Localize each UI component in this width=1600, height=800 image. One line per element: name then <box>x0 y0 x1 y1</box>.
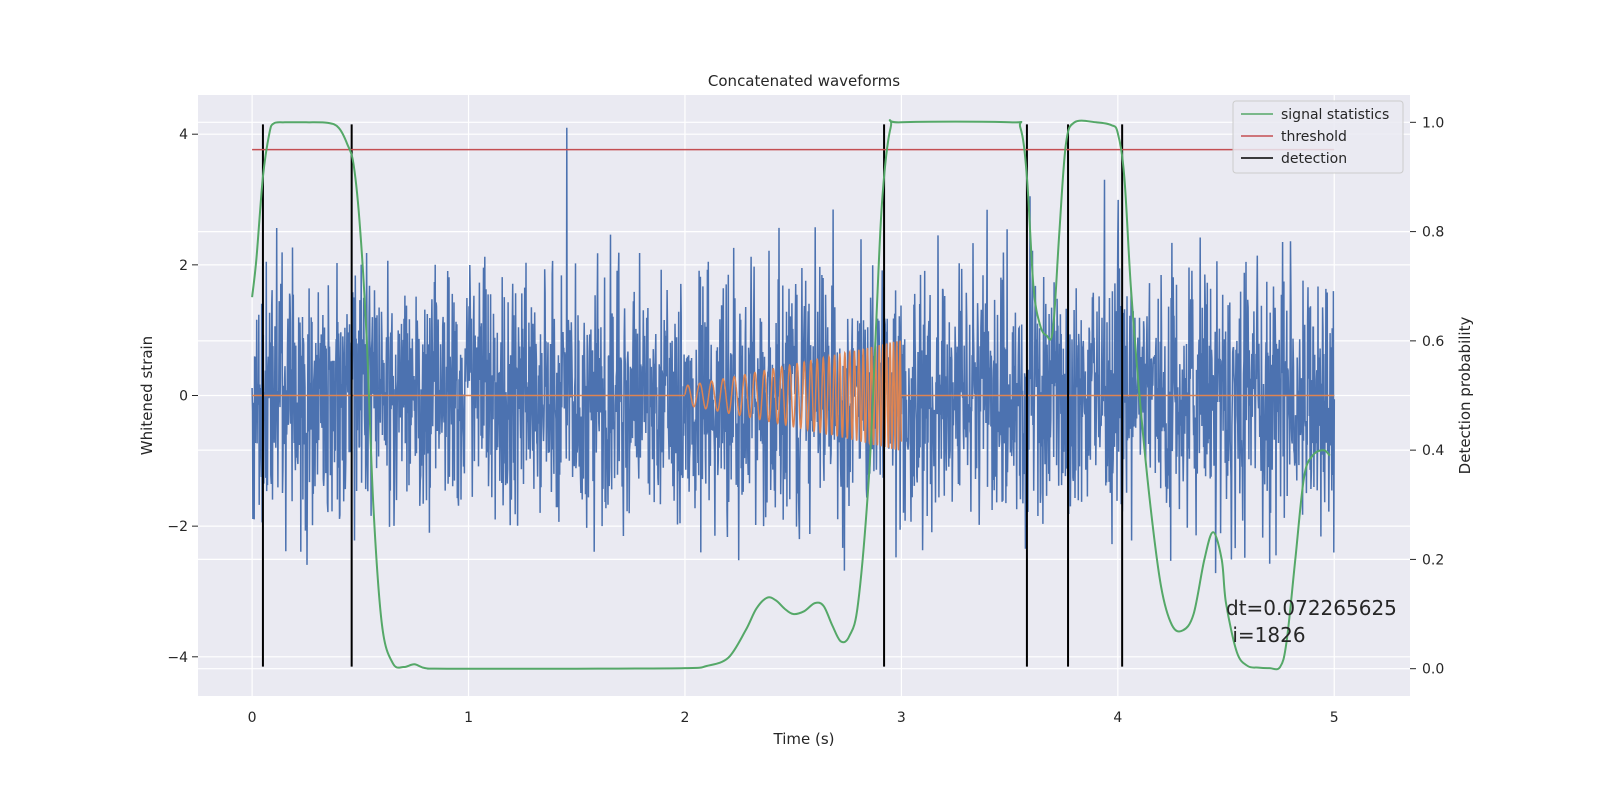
legend-label-signal-statistics: signal statistics <box>1281 107 1389 123</box>
y-axis-label: Whitened strain <box>138 336 156 455</box>
legend: signal statistics threshold detection <box>1232 100 1404 174</box>
x-tick-label: 3 <box>897 710 906 726</box>
annotation-index: i=1826 <box>1226 623 1306 647</box>
y-tick-label: 4 <box>179 127 188 143</box>
chirp-series-line <box>684 340 903 451</box>
annotation-dt: dt=0.072265625 <box>1226 596 1397 620</box>
signal-statistics-line <box>251 119 1331 671</box>
x-tick-label: 0 <box>248 710 257 726</box>
legend-box <box>1232 100 1404 174</box>
legend-label-threshold: threshold <box>1281 129 1347 145</box>
tick-labels: 0 1 2 3 4 5 −4 −2 0 2 4 0.0 0.2 0.4 0.6 0.8 1.0 <box>167 115 1444 726</box>
y-tick-label: 0 <box>179 389 188 405</box>
y2-tick-label: 0.4 <box>1422 443 1444 459</box>
x-tick-label: 1 <box>464 710 473 726</box>
y-tick-label: −2 <box>167 519 188 535</box>
x-tick-label: 5 <box>1330 710 1339 726</box>
noise-series-line <box>251 127 1336 574</box>
y-tick-label: −4 <box>167 650 188 666</box>
y-tick-label: 2 <box>179 258 188 274</box>
x-tick-label: 4 <box>1113 710 1122 726</box>
y2-tick-label: 0.8 <box>1422 225 1444 241</box>
series-layer <box>251 119 1336 671</box>
x-axis-label: Time (s) <box>773 730 835 748</box>
y2-tick-label: 0.6 <box>1422 334 1444 350</box>
x-tick-label: 2 <box>681 710 690 726</box>
y2-axis-label: Detection probability <box>1456 317 1474 475</box>
y2-tick-label: 0.2 <box>1422 552 1444 568</box>
y2-tick-label: 0.0 <box>1422 662 1444 678</box>
y2-tick-label: 1.0 <box>1422 115 1444 131</box>
chart-title: Concatenated waveforms <box>708 72 900 90</box>
legend-label-detection: detection <box>1281 151 1347 167</box>
dt-annotation: dt=0.072265625 i=1826 <box>1226 596 1397 647</box>
